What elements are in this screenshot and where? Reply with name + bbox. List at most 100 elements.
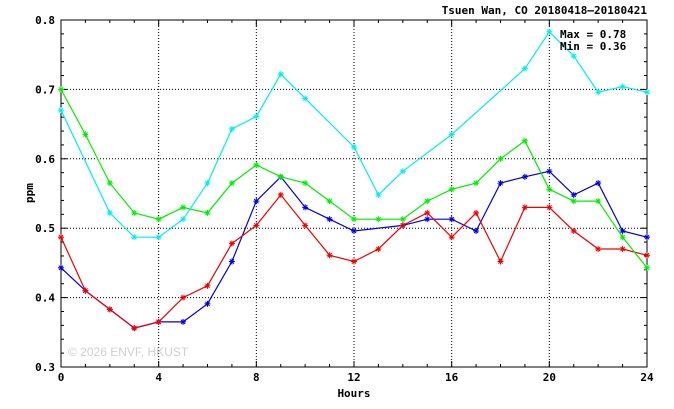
data-point bbox=[302, 180, 309, 187]
data-point bbox=[619, 227, 626, 234]
y-tick-label: 0.4 bbox=[35, 292, 55, 305]
data-point bbox=[448, 234, 455, 241]
data-point bbox=[570, 227, 577, 234]
grid bbox=[61, 20, 647, 367]
data-point bbox=[473, 180, 480, 187]
data-point bbox=[180, 294, 187, 301]
data-point bbox=[204, 180, 211, 187]
data-point bbox=[619, 246, 626, 253]
data-point bbox=[497, 155, 504, 162]
data-point bbox=[253, 198, 260, 205]
data-point bbox=[497, 180, 504, 187]
data-point bbox=[228, 125, 235, 132]
data-point bbox=[521, 137, 528, 144]
data-point bbox=[204, 209, 211, 216]
data-point bbox=[228, 258, 235, 265]
x-tick-label: 16 bbox=[445, 371, 459, 384]
data-point bbox=[546, 204, 553, 211]
data-point bbox=[570, 53, 577, 60]
data-point bbox=[424, 198, 431, 205]
data-point bbox=[351, 144, 357, 151]
data-point bbox=[302, 222, 309, 229]
data-point bbox=[497, 258, 504, 265]
data-point bbox=[58, 264, 64, 271]
x-tick-label: 4 bbox=[155, 371, 162, 384]
data-point bbox=[131, 325, 138, 332]
y-tick-label: 0.8 bbox=[35, 14, 55, 27]
data-point bbox=[448, 131, 455, 138]
data-point bbox=[326, 198, 333, 205]
data-point bbox=[302, 204, 309, 211]
data-point bbox=[204, 300, 211, 307]
data-point bbox=[131, 209, 138, 216]
y-tick-label: 0.3 bbox=[35, 361, 55, 374]
y-tick-label: 0.6 bbox=[35, 153, 55, 166]
data-point bbox=[570, 198, 577, 205]
data-point bbox=[277, 71, 284, 78]
data-point bbox=[546, 168, 553, 175]
data-point bbox=[546, 28, 553, 35]
data-point bbox=[399, 216, 406, 223]
data-point bbox=[82, 131, 89, 138]
data-point bbox=[82, 287, 89, 294]
data-point bbox=[253, 222, 260, 229]
data-point bbox=[521, 65, 528, 72]
data-point bbox=[424, 209, 431, 216]
x-tick-label: 8 bbox=[253, 371, 260, 384]
data-point bbox=[521, 173, 528, 180]
data-point bbox=[351, 258, 357, 265]
series-layer bbox=[58, 28, 650, 332]
data-point bbox=[473, 227, 480, 234]
data-point bbox=[228, 180, 235, 187]
data-point bbox=[424, 216, 431, 223]
data-point bbox=[58, 107, 64, 114]
data-point bbox=[106, 180, 113, 187]
data-point bbox=[473, 209, 480, 216]
y-axis-title: ppm bbox=[23, 183, 36, 203]
y-tick-label: 0.5 bbox=[35, 222, 55, 235]
data-point bbox=[375, 246, 382, 253]
data-point bbox=[131, 234, 138, 241]
data-point bbox=[521, 204, 528, 211]
data-point bbox=[180, 216, 187, 223]
data-point bbox=[155, 234, 162, 241]
data-point bbox=[546, 186, 553, 193]
data-point bbox=[106, 209, 113, 216]
data-point bbox=[399, 168, 406, 175]
data-point bbox=[302, 95, 309, 102]
data-point bbox=[595, 180, 602, 187]
axis-ticks: 0 4 8 12 16 20 24 0.3 0.4 0.5 0.6 0.7 0.8 bbox=[35, 14, 654, 384]
data-point bbox=[277, 173, 284, 180]
data-point bbox=[351, 227, 357, 234]
data-point bbox=[619, 234, 626, 241]
data-point bbox=[399, 222, 406, 229]
data-point bbox=[155, 216, 162, 223]
max-label: Max = 0.78 bbox=[560, 28, 626, 41]
x-tick-label: 12 bbox=[347, 371, 360, 384]
chart-title: Tsuen Wan, CO 20180418–20180421 bbox=[442, 4, 648, 17]
x-axis-title: Hours bbox=[337, 387, 370, 400]
watermark: © 2026 ENVF, HKUST bbox=[68, 345, 189, 359]
data-point bbox=[448, 216, 455, 223]
series-line-4 bbox=[60, 30, 648, 238]
data-point bbox=[595, 89, 602, 96]
data-point bbox=[253, 113, 260, 120]
data-point bbox=[326, 216, 333, 223]
data-point bbox=[253, 162, 260, 169]
data-point bbox=[228, 240, 235, 247]
data-point bbox=[180, 318, 187, 325]
x-tick-label: 0 bbox=[58, 371, 65, 384]
x-tick-label: 20 bbox=[543, 371, 556, 384]
data-point bbox=[570, 191, 577, 198]
data-point bbox=[644, 89, 650, 96]
data-point bbox=[644, 234, 650, 241]
data-point bbox=[595, 198, 602, 205]
data-point bbox=[277, 191, 284, 198]
data-point bbox=[326, 252, 333, 259]
min-label: Min = 0.36 bbox=[560, 40, 627, 53]
data-point bbox=[155, 318, 162, 325]
data-point bbox=[204, 282, 211, 289]
data-point bbox=[106, 306, 113, 313]
data-point bbox=[644, 252, 650, 259]
